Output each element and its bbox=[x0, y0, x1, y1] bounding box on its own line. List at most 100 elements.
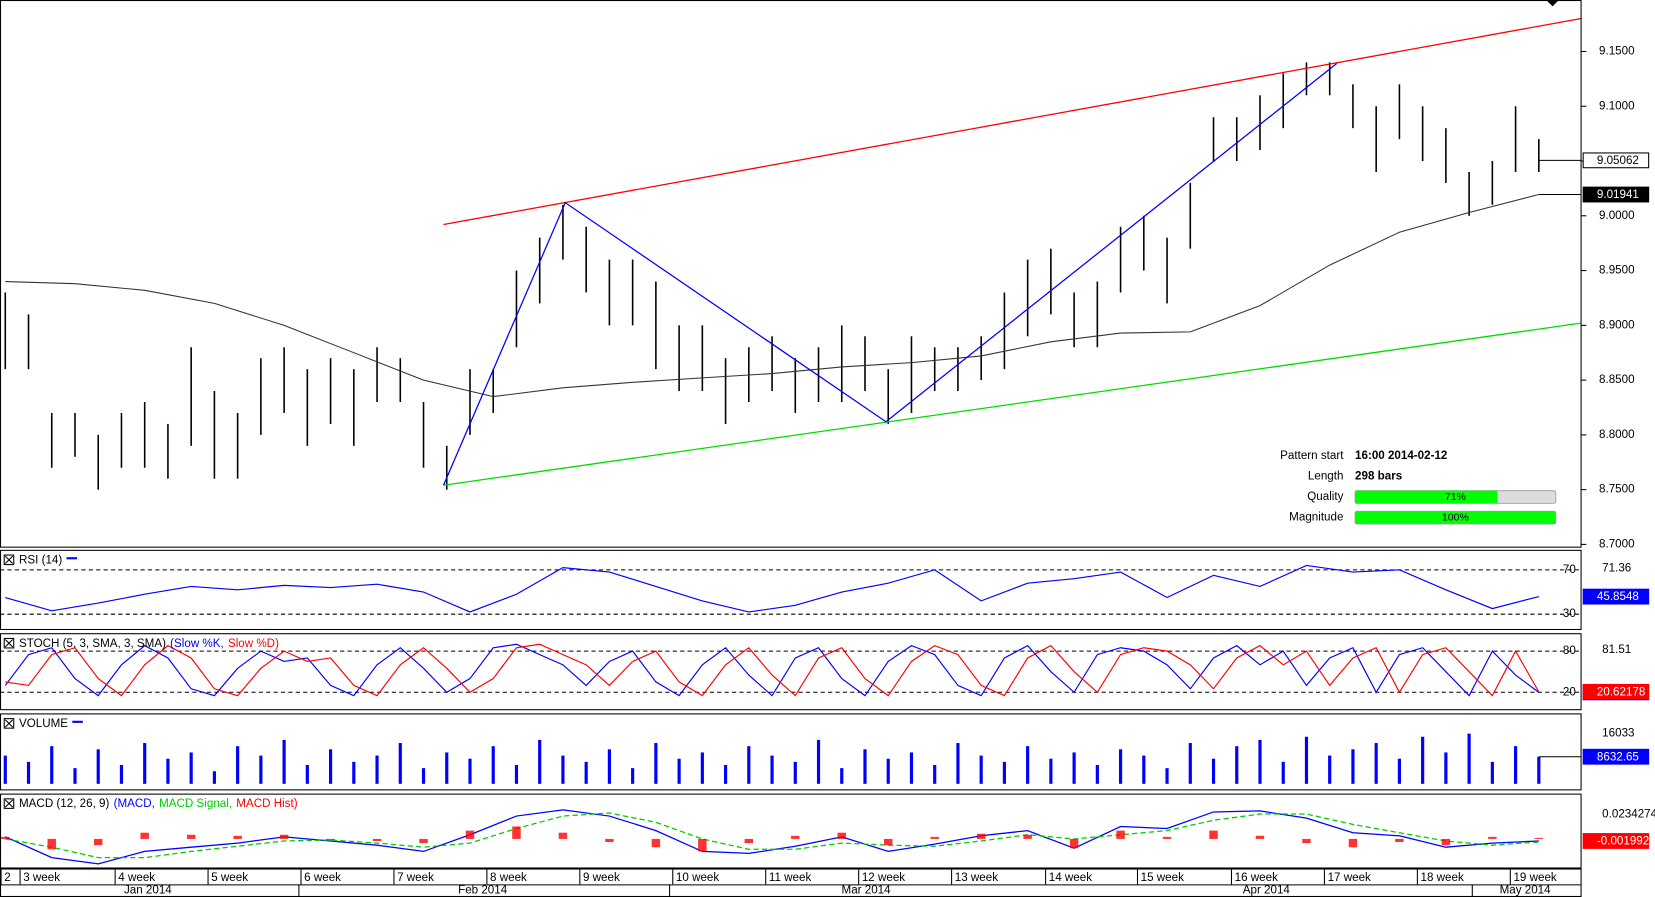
macd-hist bbox=[326, 838, 335, 840]
macd-hist bbox=[93, 838, 103, 846]
value-box-label: 20.62178 bbox=[1597, 685, 1645, 698]
month-label: Apr 2014 bbox=[1243, 884, 1291, 897]
trend-line bbox=[442, 63, 1338, 486]
volume-bar bbox=[305, 764, 309, 784]
volume-bar bbox=[1304, 736, 1309, 784]
week-label: 3 week bbox=[23, 871, 60, 884]
y-tick-label: 8.9000 bbox=[1599, 318, 1635, 331]
volume-bar bbox=[584, 761, 588, 784]
macd-hist bbox=[512, 826, 521, 839]
checkbox-x bbox=[4, 799, 14, 808]
volume-bar bbox=[1072, 752, 1076, 784]
pattern-label: Pattern start bbox=[1280, 449, 1344, 462]
macd-hist bbox=[419, 838, 428, 844]
value-box-label: 45.8548 bbox=[1597, 590, 1639, 603]
volume-bar bbox=[538, 739, 542, 784]
volume-bar bbox=[723, 764, 728, 784]
y-tick-label: 8.7500 bbox=[1599, 483, 1635, 496]
x-axis-band bbox=[0, 868, 1582, 897]
volume-bar bbox=[840, 768, 844, 784]
week-label: 15 week bbox=[1141, 871, 1184, 884]
pattern-label: Length bbox=[1308, 470, 1344, 483]
macd-hist bbox=[1069, 838, 1079, 849]
week-label: 2 bbox=[4, 871, 10, 884]
volume-bar bbox=[631, 768, 635, 784]
y-tick-label: 8.8500 bbox=[1599, 373, 1635, 386]
volume-bar bbox=[1142, 755, 1146, 784]
volume-bar bbox=[421, 768, 426, 784]
panel-title: RSI (14) bbox=[19, 553, 62, 566]
week-label: 4 week bbox=[118, 871, 155, 884]
volume-bar bbox=[1188, 743, 1192, 784]
volume-bar bbox=[1444, 752, 1448, 784]
legend-entry: MACD Hist) bbox=[236, 797, 297, 810]
volume-bar bbox=[166, 758, 170, 784]
volume-bar bbox=[956, 743, 960, 784]
volume-bar bbox=[1281, 761, 1285, 784]
volume-bar bbox=[96, 749, 100, 784]
value-box-label: -0.0019929 bbox=[1597, 835, 1655, 848]
macd-hist bbox=[1209, 830, 1218, 839]
macd-hist bbox=[279, 834, 289, 839]
volume-bar bbox=[189, 752, 193, 784]
volume-bar bbox=[747, 746, 751, 784]
value-box-label: 8632.65 bbox=[1597, 750, 1639, 763]
axis-max-label: 0.0234274 bbox=[1602, 808, 1655, 821]
week-label: 17 week bbox=[1328, 871, 1371, 884]
macd-hist bbox=[605, 838, 614, 843]
panel-frame bbox=[0, 713, 1582, 791]
macd-line bbox=[5, 812, 1539, 859]
volume-bar bbox=[514, 764, 519, 784]
macd-hist bbox=[140, 832, 149, 839]
indicator-line bbox=[5, 643, 1540, 697]
pattern-value: 298 bars bbox=[1355, 470, 1402, 483]
macd-hist bbox=[558, 832, 568, 839]
legend-entry: (Slow %K, bbox=[170, 637, 224, 650]
volume-bar bbox=[1002, 761, 1006, 784]
level-label: 80 bbox=[1563, 644, 1576, 657]
gauge-label: 71% bbox=[1445, 491, 1466, 503]
volume-bar bbox=[909, 752, 914, 784]
value-box bbox=[1582, 152, 1650, 169]
indicator-line bbox=[5, 564, 1539, 613]
value-box-label: 9.05062 bbox=[1597, 154, 1639, 167]
panel-title: MACD (12, 26, 9) bbox=[19, 797, 109, 810]
volume-bar bbox=[886, 758, 890, 784]
axis-max-label: 81.51 bbox=[1602, 643, 1631, 656]
volume-bar bbox=[282, 739, 286, 784]
macd-hist bbox=[1255, 835, 1265, 839]
pattern-label: Magnitude bbox=[1289, 511, 1343, 524]
legend-entry: Slow %D) bbox=[228, 637, 279, 650]
week-label: 18 week bbox=[1421, 871, 1464, 884]
checkbox-x bbox=[4, 639, 14, 648]
y-tick-label: 9.1000 bbox=[1599, 99, 1635, 112]
week-label: 8 week bbox=[490, 871, 527, 884]
volume-bar bbox=[1421, 736, 1425, 784]
volume-bar bbox=[1095, 764, 1099, 784]
value-box bbox=[1582, 588, 1650, 605]
checkbox-x bbox=[4, 719, 14, 728]
volume-bar bbox=[73, 768, 77, 784]
volume-bar bbox=[933, 764, 937, 784]
gauge-fill bbox=[1355, 511, 1556, 524]
volume-bar bbox=[119, 764, 124, 784]
macd-hist bbox=[837, 832, 846, 839]
week-label: 7 week bbox=[397, 871, 434, 884]
macd-hist bbox=[651, 838, 661, 848]
volume-bar bbox=[979, 755, 983, 784]
scroll-marker bbox=[1546, 0, 1559, 7]
volume-bar bbox=[352, 761, 356, 784]
gauge-label: 100% bbox=[1442, 511, 1469, 523]
macd-hist bbox=[465, 830, 475, 839]
value-box-label: 9.01941 bbox=[1597, 188, 1639, 201]
indicator-line bbox=[4, 643, 1540, 697]
macd-hist bbox=[1162, 836, 1172, 839]
week-label: 12 week bbox=[862, 871, 905, 884]
level-label: 30 bbox=[1563, 607, 1576, 620]
value-box bbox=[1582, 833, 1650, 849]
volume-bar bbox=[236, 746, 240, 784]
macd-hist bbox=[698, 838, 707, 852]
macd-hist bbox=[1534, 837, 1544, 839]
volume-bar bbox=[1397, 758, 1401, 784]
value-box bbox=[1582, 748, 1650, 765]
